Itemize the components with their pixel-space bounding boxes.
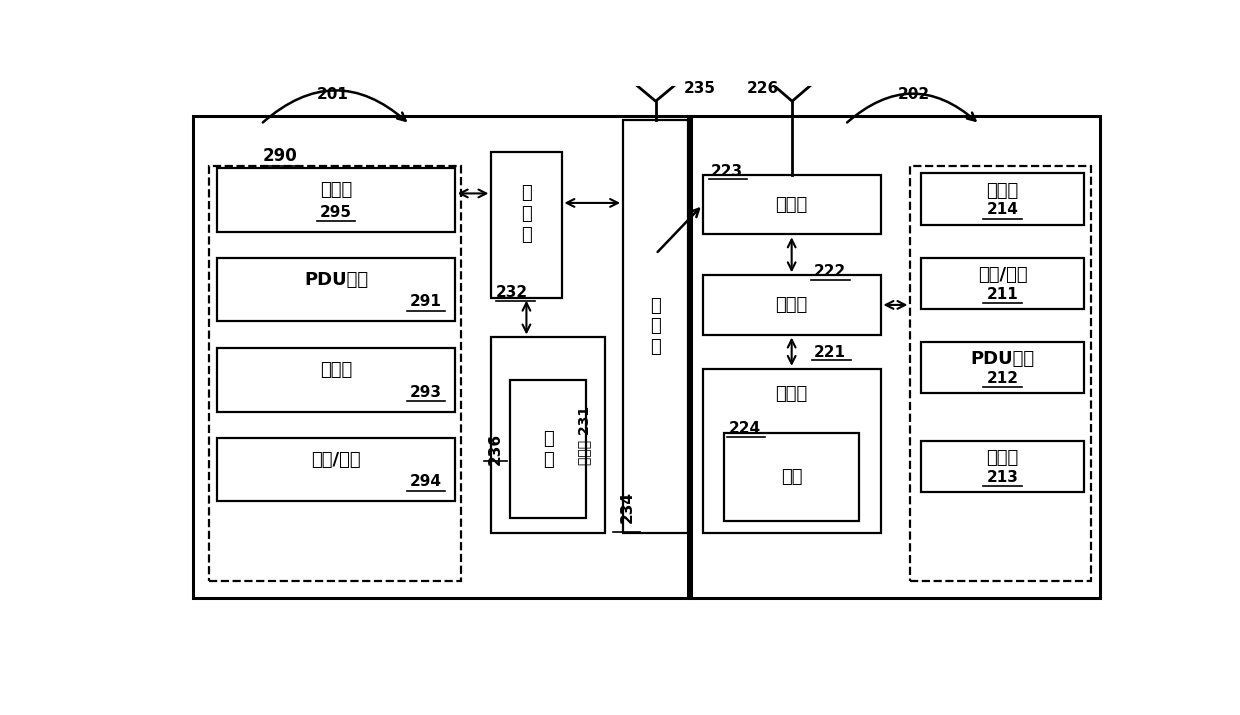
Text: 234: 234 xyxy=(619,491,635,523)
Bar xyxy=(208,166,460,581)
Text: 定时器: 定时器 xyxy=(987,449,1019,467)
Bar xyxy=(622,120,688,533)
Text: 294: 294 xyxy=(410,475,441,490)
Text: 协议栈: 协议栈 xyxy=(320,181,352,199)
Bar xyxy=(193,116,688,598)
Text: 收
发
器: 收 发 器 xyxy=(650,297,661,356)
Bar xyxy=(491,152,562,297)
Text: 201: 201 xyxy=(317,87,348,102)
Bar xyxy=(217,438,455,501)
Text: 226: 226 xyxy=(748,81,780,96)
Bar xyxy=(703,275,880,335)
Bar xyxy=(703,175,880,235)
Bar xyxy=(921,257,1084,309)
Text: 处
理
器: 处 理 器 xyxy=(521,184,532,244)
Text: 221: 221 xyxy=(815,345,846,360)
Text: PDU会话: PDU会话 xyxy=(971,350,1034,368)
Bar xyxy=(921,441,1084,492)
Text: 程
序: 程 序 xyxy=(543,430,553,468)
Text: 处理器: 处理器 xyxy=(775,296,807,314)
Text: 291: 291 xyxy=(410,295,441,310)
Text: 定时器: 定时器 xyxy=(320,361,352,379)
Text: 收发器: 收发器 xyxy=(775,196,807,214)
Bar xyxy=(691,116,1100,598)
Bar xyxy=(921,342,1084,393)
Text: PDU会话: PDU会话 xyxy=(304,271,368,289)
Text: 202: 202 xyxy=(898,87,930,102)
Bar xyxy=(217,348,455,412)
Bar xyxy=(921,173,1084,225)
Text: 协议栈: 协议栈 xyxy=(987,182,1019,199)
Bar xyxy=(491,337,605,533)
Bar xyxy=(510,380,587,518)
Text: 236: 236 xyxy=(487,433,502,465)
Text: 295: 295 xyxy=(320,204,352,220)
Text: 存储器: 存储器 xyxy=(775,385,807,403)
Text: 224: 224 xyxy=(729,421,761,436)
Text: 290: 290 xyxy=(263,147,298,165)
Text: 控制/配置: 控制/配置 xyxy=(978,266,1028,284)
Text: 223: 223 xyxy=(711,164,743,179)
Text: 293: 293 xyxy=(410,385,441,400)
Text: 211: 211 xyxy=(987,287,1018,302)
Bar xyxy=(703,369,880,533)
Text: 程序: 程序 xyxy=(781,468,802,485)
Text: 232: 232 xyxy=(496,285,528,300)
Text: 222: 222 xyxy=(813,265,846,280)
Bar xyxy=(910,166,1091,581)
Bar xyxy=(217,258,455,322)
Text: 235: 235 xyxy=(683,81,715,96)
Text: 控制/配置: 控制/配置 xyxy=(311,451,361,469)
Bar xyxy=(217,168,455,232)
Text: 214: 214 xyxy=(987,202,1018,217)
Text: 存储器 231: 存储器 231 xyxy=(578,405,591,465)
Text: 213: 213 xyxy=(987,470,1018,485)
Bar xyxy=(724,433,859,521)
Text: 212: 212 xyxy=(987,371,1018,386)
